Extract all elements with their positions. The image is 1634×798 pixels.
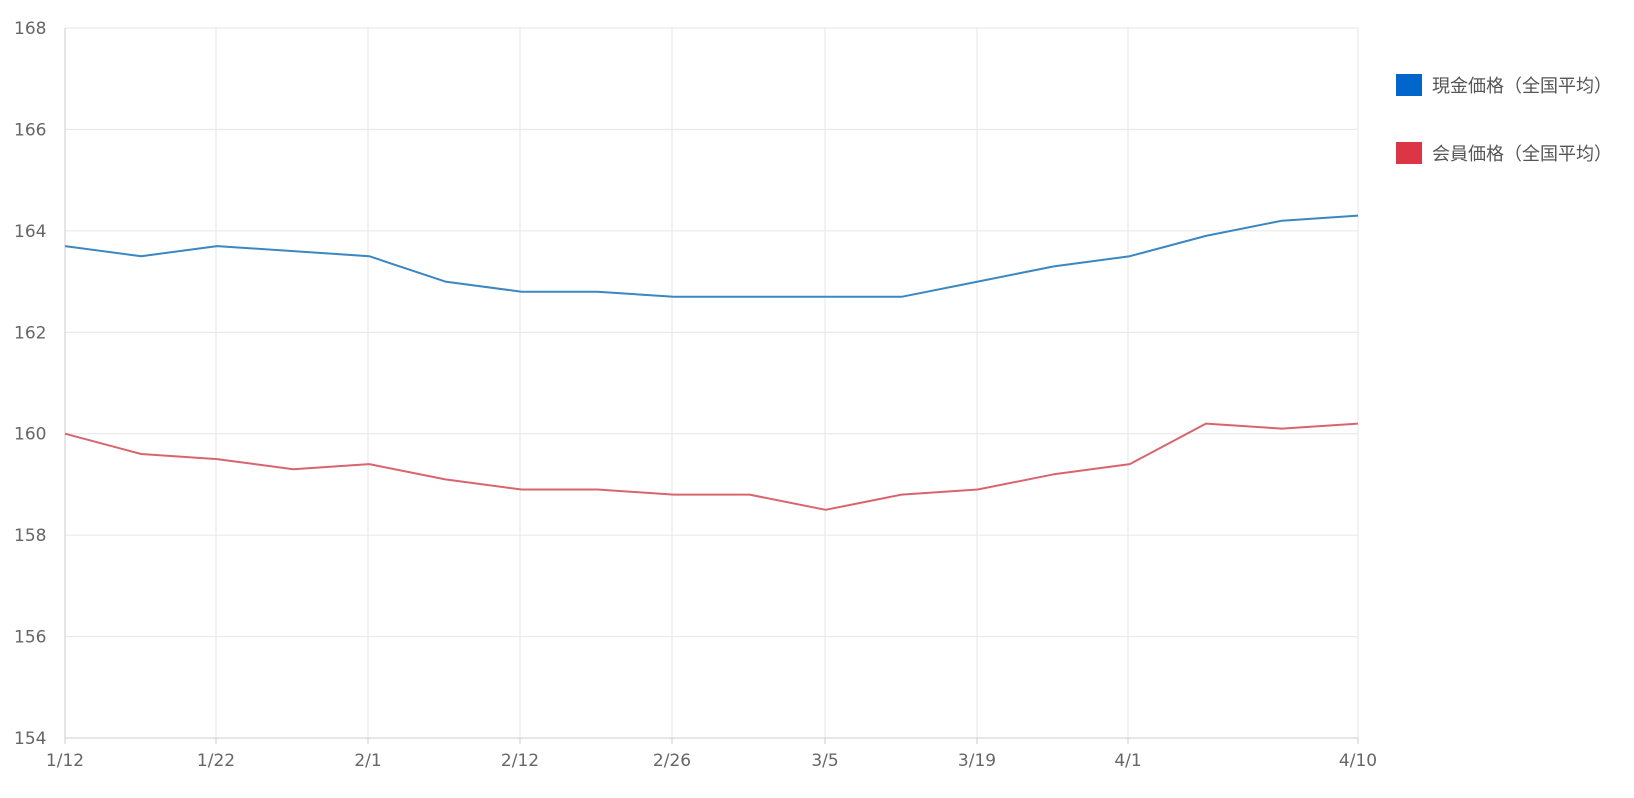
x-tick-label: 2/26 xyxy=(653,751,691,771)
legend-swatch-cash-price xyxy=(1396,74,1422,96)
legend-item-cash-price[interactable]: 現金価格（全国平均） xyxy=(1396,68,1612,102)
x-tick-label: 3/5 xyxy=(811,751,838,771)
legend: 現金価格（全国平均） 会員価格（全国平均） xyxy=(1396,68,1612,204)
x-tick-label: 4/10 xyxy=(1339,751,1377,771)
legend-label-member-price: 会員価格（全国平均） xyxy=(1432,144,1612,165)
y-tick-label: 166 xyxy=(14,120,46,140)
y-tick-label: 168 xyxy=(14,19,46,39)
legend-item-member-price[interactable]: 会員価格（全国平均） xyxy=(1396,136,1612,170)
y-tick-label: 162 xyxy=(14,323,46,343)
series-line-1 xyxy=(64,422,1359,511)
x-tick-label: 3/19 xyxy=(958,751,996,771)
y-gridlines xyxy=(65,27,1358,739)
legend-label-cash-price: 現金価格（全国平均） xyxy=(1432,76,1612,97)
x-tick-label: 1/22 xyxy=(197,751,235,771)
series-line-0 xyxy=(64,214,1359,298)
y-tick-label: 160 xyxy=(14,425,46,445)
x-tick-label: 4/1 xyxy=(1114,751,1141,771)
y-axis-tick-labels: 154 156 158 160 162 164 166 168 xyxy=(14,19,46,749)
y-tick-label: 158 xyxy=(14,526,46,546)
legend-swatch-member-price xyxy=(1396,142,1422,164)
y-tick-label: 156 xyxy=(14,628,46,648)
x-gridlines xyxy=(64,28,1359,744)
series-lines xyxy=(64,214,1359,511)
x-tick-label: 1/12 xyxy=(46,751,84,771)
y-tick-label: 164 xyxy=(14,222,46,242)
x-tick-label: 2/1 xyxy=(354,751,381,771)
x-tick-label: 2/12 xyxy=(501,751,539,771)
y-tick-label: 154 xyxy=(14,729,46,749)
x-axis-tick-labels: 1/12 1/22 2/1 2/12 2/26 3/5 3/19 4/1 4/10 xyxy=(46,751,1377,771)
